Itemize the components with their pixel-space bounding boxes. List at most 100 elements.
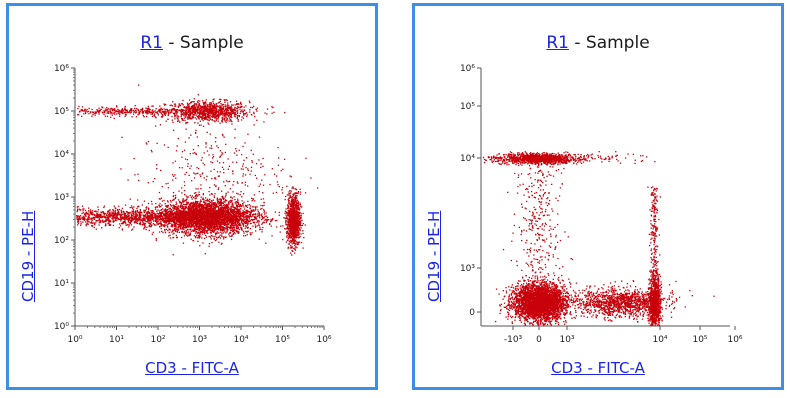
event-dot: [190, 224, 193, 226]
event-dot: [135, 111, 137, 113]
event-dot: [216, 232, 218, 234]
event-dot: [246, 115, 248, 118]
event-dot: [121, 207, 124, 209]
event-dot: [213, 216, 215, 218]
event-dot: [218, 215, 221, 217]
event-dot: [204, 202, 206, 204]
event-dot: [217, 213, 220, 216]
event-dot: [206, 214, 208, 216]
event-dot: [77, 220, 80, 223]
event-dot: [77, 108, 79, 110]
event-dot: [203, 215, 206, 218]
event-dot: [174, 118, 176, 120]
event-dot: [172, 218, 174, 220]
event-dot: [137, 108, 139, 111]
event-dot: [220, 243, 223, 245]
event-dot: [174, 229, 176, 232]
event-dot: [220, 211, 222, 214]
event-dot: [136, 108, 138, 110]
event-dot: [150, 210, 152, 212]
event-dot: [132, 113, 135, 115]
event-dot: [157, 110, 160, 112]
event-dot: [217, 212, 219, 214]
event-dot: [202, 109, 204, 112]
event-dot: [248, 211, 251, 213]
event-dot: [168, 208, 170, 210]
event-dot: [94, 111, 96, 113]
event-dot: [198, 226, 200, 228]
event-dot: [191, 208, 193, 210]
event-dot: [196, 110, 198, 113]
event-dot: [189, 115, 191, 117]
event-dot: [261, 215, 263, 218]
event-dot: [197, 232, 199, 235]
event-dot: [131, 229, 133, 231]
event-dot: [201, 118, 203, 120]
event-dot: [203, 223, 205, 225]
event-dot: [120, 220, 122, 222]
event-dot: [228, 219, 230, 222]
event-dot: [182, 104, 184, 106]
event-dot: [244, 222, 247, 225]
event-dot: [176, 221, 178, 223]
event-dot: [235, 229, 237, 231]
event-dot: [208, 210, 210, 212]
event-dot: [174, 112, 176, 114]
event-dot: [117, 108, 119, 110]
event-dot: [177, 226, 179, 228]
event-dot: [188, 219, 190, 221]
event-dot: [164, 110, 166, 112]
event-dot: [208, 220, 210, 222]
event-dot: [91, 115, 93, 117]
event-dot: [197, 207, 199, 209]
event-dot: [208, 216, 210, 218]
event-dot: [215, 113, 217, 115]
event-dot: [84, 111, 87, 113]
event-dot: [129, 198, 131, 200]
event-dot: [211, 210, 213, 212]
event-dot: [214, 110, 216, 112]
event-dot: [220, 103, 222, 105]
event-dot: [176, 117, 178, 119]
event-dot: [218, 201, 220, 204]
event-dot: [161, 115, 163, 117]
event-dot: [223, 204, 225, 206]
event-dot: [216, 111, 218, 113]
event-dot: [142, 217, 144, 220]
event-dot: [222, 205, 225, 207]
event-dot: [189, 232, 192, 234]
event-dot: [175, 203, 177, 206]
event-dot: [179, 206, 181, 208]
event-dot: [232, 209, 234, 211]
event-dot: [133, 109, 135, 111]
event-dot: [199, 226, 201, 228]
event-dot: [184, 221, 186, 223]
event-dot: [233, 112, 235, 114]
event-dot: [185, 113, 187, 115]
event-dot: [222, 229, 224, 232]
event-dot: [222, 236, 225, 238]
event-dot: [237, 114, 239, 117]
event-dot: [227, 221, 229, 224]
event-dot: [193, 207, 195, 210]
event-dot: [178, 219, 180, 221]
event-dot: [192, 106, 194, 108]
event-dot: [224, 112, 226, 114]
event-dot: [193, 219, 195, 221]
event-dot: [226, 118, 229, 120]
event-dot: [223, 228, 225, 230]
event-dot: [189, 107, 191, 110]
event-dot: [189, 205, 191, 208]
event-dot: [229, 217, 232, 220]
event-dot: [115, 215, 117, 217]
event-dot: [218, 204, 221, 207]
event-dot: [209, 105, 211, 107]
event-dot: [227, 110, 229, 112]
event-dot: [182, 221, 184, 224]
event-dot: [238, 223, 240, 226]
event-dot: [186, 227, 188, 229]
event-dot: [227, 215, 230, 217]
event-dot: [217, 102, 219, 104]
event-dot: [213, 114, 215, 116]
event-dot: [222, 215, 224, 217]
